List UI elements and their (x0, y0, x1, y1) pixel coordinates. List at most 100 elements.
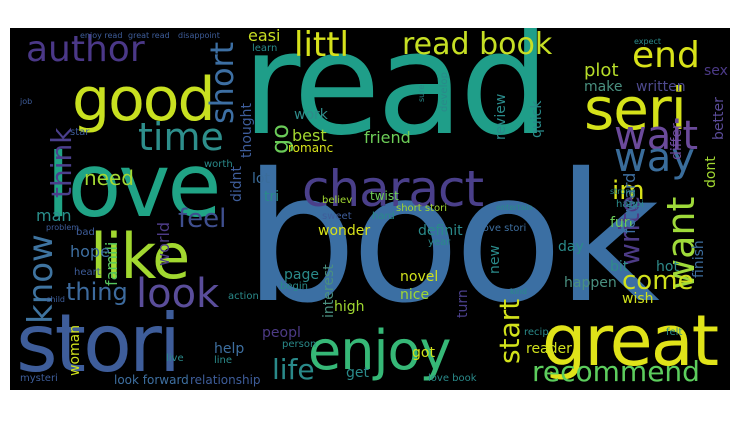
word-begin: begin (280, 281, 308, 292)
word-definit: definit (418, 223, 463, 239)
word-know: know (21, 234, 61, 324)
word-develop: develop (439, 72, 450, 112)
word-child: child (46, 295, 65, 304)
word-hard: hard (372, 211, 395, 222)
word-end: end (632, 35, 700, 76)
word-peopl: peopl (262, 325, 301, 341)
word-need: need (84, 166, 134, 190)
word-new: new (487, 245, 503, 274)
word-differ: differ (669, 123, 685, 160)
word-bit: bit (610, 259, 629, 275)
word-sex: sex (704, 63, 728, 79)
word-look-forward: look forward (114, 373, 189, 387)
word-great: great (542, 300, 719, 382)
word-thing: thing (66, 278, 128, 306)
word-make: make (584, 79, 623, 95)
word-tri: tri (264, 189, 280, 205)
word-time: time (138, 115, 224, 159)
word-like: like (90, 220, 190, 293)
word-year: year (428, 237, 451, 248)
word-read-book: read book (402, 28, 553, 62)
word-feel: feel (178, 204, 227, 234)
word-sure: sure (417, 84, 426, 102)
word-think: think (45, 127, 78, 198)
word-littl: littl (294, 28, 350, 65)
word-im: im (612, 176, 645, 206)
word-recip: recip (524, 327, 549, 338)
word-got: got (412, 345, 435, 361)
word-reader: reader (526, 341, 572, 357)
word-heart: heart (74, 267, 101, 278)
word-bad: bad (76, 227, 95, 238)
word-love-stori: love stori (480, 223, 527, 234)
word-happi: happi (616, 199, 644, 210)
word-look: look (136, 271, 220, 317)
word-learn: learn (252, 43, 278, 54)
word-life: life (272, 353, 315, 386)
word-strong: strong (610, 187, 636, 196)
word-easi: easi (248, 28, 281, 45)
word-read: read (242, 28, 550, 167)
word-action: action (228, 291, 259, 302)
word-come: come (622, 266, 694, 296)
word-wait: wait (614, 113, 699, 159)
word-enjoy-read: enjoy read (80, 31, 123, 40)
word-friend: friend (364, 128, 411, 147)
word-entertain: entertain (496, 203, 533, 212)
word-wonder: wonder (318, 223, 371, 239)
word-good: good (72, 65, 216, 135)
word-line: line (214, 355, 233, 366)
word-world: world (154, 221, 173, 266)
word-help: help (214, 341, 245, 357)
word-felt: felt (666, 327, 683, 338)
word-live: live (166, 353, 184, 364)
word-way: way (614, 135, 695, 181)
word-short: short (203, 41, 241, 124)
word-mysteri: mysteri (20, 373, 58, 384)
word-star: star (70, 127, 90, 138)
word-expect: expect (634, 37, 662, 46)
word-hope: hope (70, 242, 110, 261)
word-best: best (292, 126, 327, 145)
word-seri: seri (584, 75, 687, 143)
word-better: better (711, 97, 727, 140)
word-finish: finish (691, 240, 707, 278)
word-enjoy: enjoy (308, 319, 451, 382)
word-recommend: recommend (532, 355, 700, 388)
word-day: day (558, 239, 584, 255)
word-written: written (636, 79, 686, 95)
word-worth: worth (204, 159, 233, 170)
word-kind: kind (510, 287, 528, 296)
word-romanc: romanc (288, 141, 334, 155)
word-man: man (36, 206, 72, 225)
word-problem: problem (46, 223, 80, 232)
word-novel: novel (400, 269, 439, 285)
word-love-book: love book (428, 373, 477, 384)
word-dont: dont (703, 156, 719, 188)
word-cloud: read book love stori good great seri lik… (10, 28, 730, 390)
word-happen: happen (564, 275, 617, 291)
word-person: person (282, 339, 317, 350)
word-job: job (20, 97, 33, 106)
word-great-read: great read (128, 31, 170, 40)
word-high: high (334, 299, 365, 315)
word-sweet: sweet (322, 211, 352, 222)
word-didnt: didnt (229, 165, 245, 202)
word-nice: nice (400, 287, 430, 303)
word-disappoint: disappoint (178, 31, 220, 40)
word-relationship: relationship (190, 373, 261, 387)
word-short-stori: short stori (396, 203, 448, 214)
word-woman: woman (67, 324, 83, 376)
word-quick: quick (529, 100, 545, 138)
word-plot: plot (584, 60, 619, 81)
word-lot: lot (252, 171, 270, 187)
word-start: start (493, 298, 526, 364)
word-stori: stori (16, 297, 181, 390)
word-fun: fun (610, 215, 633, 231)
word-charact: charact (302, 160, 484, 218)
word-get: get (346, 365, 369, 381)
word-hot: hot (656, 259, 679, 275)
word-twist: twist (370, 189, 399, 203)
word-wish: wish (622, 291, 654, 307)
word-turn: turn (455, 289, 471, 318)
